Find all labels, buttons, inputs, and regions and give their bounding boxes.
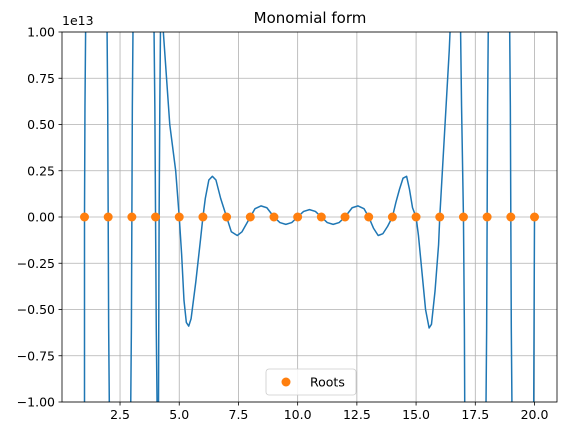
root-point — [340, 212, 350, 222]
y-tick-label: 0.00 — [27, 210, 55, 225]
x-tick-label: 15.0 — [402, 407, 430, 422]
root-point — [293, 212, 303, 222]
root-point — [269, 212, 279, 222]
y-tick-label: −1.00 — [17, 395, 55, 410]
y-tick-label: −0.50 — [17, 302, 55, 317]
root-point — [316, 212, 326, 222]
y-tick-label: 0.25 — [27, 163, 55, 178]
y-tick-label: 0.75 — [27, 71, 55, 86]
root-point — [151, 212, 161, 222]
root-point — [198, 212, 208, 222]
root-point — [80, 212, 89, 222]
chart-title: Monomial form — [254, 9, 367, 27]
legend-marker — [281, 377, 291, 387]
y-tick-label: −0.75 — [17, 348, 55, 363]
root-point — [103, 212, 113, 222]
legend-box — [265, 368, 357, 396]
x-tick-label: 5.0 — [169, 407, 189, 422]
x-tick-label: 20.0 — [521, 407, 549, 422]
x-tick-label: 7.5 — [229, 407, 249, 422]
root-point — [222, 212, 232, 222]
root-point — [530, 212, 539, 222]
root-point — [458, 212, 468, 222]
root-point — [411, 212, 421, 222]
y-scale-label: 1e13 — [62, 13, 94, 28]
axis-ticks: 2.5 5.0 7.5 10.0 12.5 15.0 17.5 20.0 −1.00 −0.75 −… — [17, 25, 549, 423]
root-point — [435, 212, 445, 222]
x-tick-label: 2.5 — [110, 407, 130, 422]
y-tick-label: −0.25 — [17, 256, 55, 271]
x-tick-label: 10.0 — [284, 407, 312, 422]
legend: Roots — [265, 368, 357, 396]
polynomial-curve — [83, 32, 536, 402]
y-tick-label: 1.00 — [27, 25, 55, 40]
plot-series — [80, 32, 539, 402]
root-point — [364, 212, 374, 222]
x-tick-label: 17.5 — [461, 407, 489, 422]
root-point — [174, 212, 184, 222]
legend-label-roots: Roots — [310, 375, 345, 390]
root-point — [245, 212, 255, 222]
y-tick-label: 0.50 — [27, 117, 55, 132]
x-tick-label: 12.5 — [343, 407, 371, 422]
root-point — [482, 212, 492, 222]
root-point — [506, 212, 516, 222]
root-point — [387, 212, 397, 222]
root-point — [127, 212, 137, 222]
